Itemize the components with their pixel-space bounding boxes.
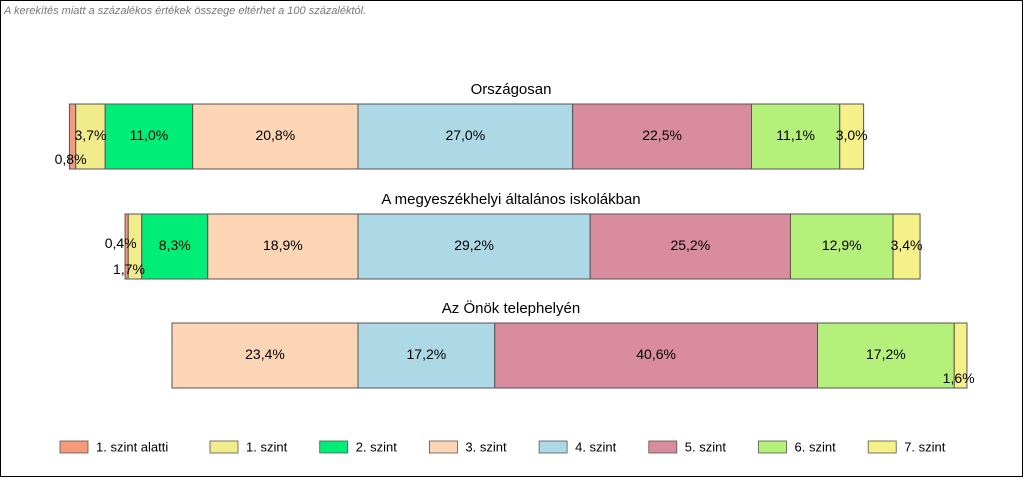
- bar-segment: [171, 322, 359, 389]
- value-label: 18,9%: [263, 237, 303, 253]
- bar-segment: [357, 103, 574, 170]
- value-label: 3,7%: [75, 127, 107, 143]
- legend-label: 5. szint: [685, 439, 727, 454]
- bar-segment: [357, 322, 496, 389]
- legend-swatch: [59, 440, 89, 454]
- value-label: 17,2%: [866, 346, 906, 362]
- bar-segment: [494, 322, 819, 389]
- bar-segment: [953, 322, 968, 389]
- legend-swatch: [867, 440, 897, 454]
- legend-swatch: [538, 440, 568, 454]
- value-label: 40,6%: [636, 346, 676, 362]
- legend-swatch: [209, 440, 239, 454]
- legend-label: 4. szint: [575, 439, 617, 454]
- bar-segment: [789, 213, 894, 280]
- bar-segment: [75, 103, 106, 170]
- legend-swatch: [648, 440, 678, 454]
- value-label: 11,1%: [776, 127, 815, 143]
- note: A kerekítés miatt a százalékos értékek ö…: [3, 5, 366, 17]
- group-title: A megyeszékhelyi általános iskolákban: [381, 191, 640, 208]
- value-label: 3,0%: [836, 127, 868, 143]
- legend-label: 1. szint: [246, 439, 288, 454]
- value-label: 25,2%: [670, 237, 710, 253]
- value-label: 1,6%: [943, 370, 975, 386]
- legend-swatch: [758, 440, 787, 454]
- value-label: 11,0%: [130, 127, 169, 143]
- legend-label: 7. szint: [904, 439, 946, 454]
- bar-segment: [207, 213, 359, 280]
- bar-segment: [892, 213, 921, 280]
- bar-segment: [839, 103, 865, 170]
- value-label: 3,4%: [891, 237, 923, 253]
- value-label: 20,8%: [255, 127, 295, 143]
- legend-swatch: [428, 440, 458, 454]
- legend-swatch: [319, 440, 349, 454]
- group-title: Országosan: [471, 81, 552, 98]
- value-label: 0,8%: [55, 151, 87, 167]
- value-label: 22,5%: [642, 127, 682, 143]
- value-label: 0,4%: [105, 235, 137, 251]
- legend-label: 6. szint: [795, 439, 837, 454]
- legend-label: 1. szint alatti: [96, 439, 168, 454]
- value-label: 12,9%: [822, 237, 862, 253]
- value-label: 27,0%: [445, 127, 485, 143]
- value-label: 23,4%: [245, 346, 285, 362]
- bar-segment: [141, 213, 209, 280]
- value-label: 1,7%: [113, 261, 145, 277]
- group-title: Az Önök telephelyén: [442, 299, 580, 317]
- value-label: 8,3%: [159, 237, 191, 253]
- value-label: 29,2%: [454, 237, 494, 253]
- value-label: 17,2%: [407, 346, 447, 362]
- legend-label: 3. szint: [465, 439, 507, 454]
- bar-segment: [817, 322, 955, 389]
- bar-segment: [357, 213, 591, 280]
- bar-segment: [751, 103, 841, 170]
- bar-segment: [572, 103, 753, 170]
- legend-label: 2. szint: [356, 439, 398, 454]
